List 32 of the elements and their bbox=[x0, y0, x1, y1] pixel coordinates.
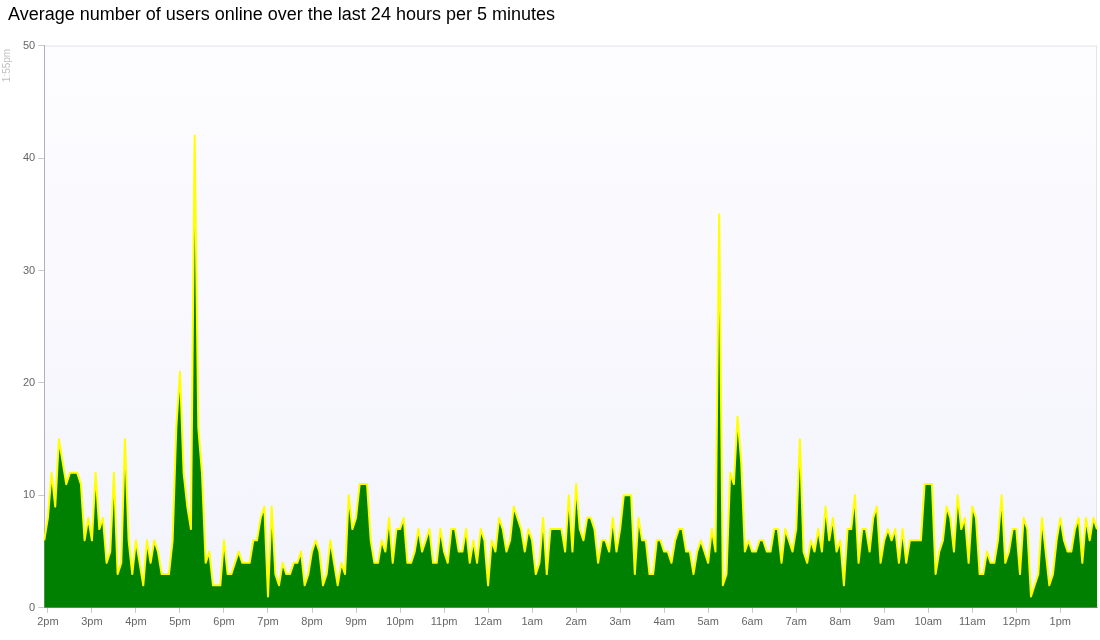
x-tick-label: 3am bbox=[609, 615, 631, 628]
text: 1:55pm bbox=[1, 48, 13, 83]
y-tick-label: 0 bbox=[29, 600, 36, 613]
x-tick-label: 3pm bbox=[81, 615, 103, 628]
x-tick-label: 7am bbox=[785, 615, 807, 628]
x-tick-label: 10pm bbox=[386, 615, 414, 628]
x-tick-label: 4am bbox=[653, 615, 675, 628]
x-tick-label: 8pm bbox=[301, 615, 323, 628]
x-tick-label: 5pm bbox=[169, 615, 191, 628]
x-tick-label: 12am bbox=[474, 615, 502, 628]
x-tick-label: 2pm bbox=[37, 615, 59, 628]
x-tick-label: 5am bbox=[697, 615, 719, 628]
x-tick-label: 9am bbox=[873, 615, 895, 628]
x-tick-label: 10am bbox=[914, 615, 943, 628]
x-tick-label: 6pm bbox=[213, 615, 235, 628]
x-tick-label: 1pm bbox=[1049, 615, 1072, 628]
x-tick-label: 1am bbox=[521, 615, 543, 628]
y-tick-label: 30 bbox=[22, 263, 36, 276]
x-tick-label: 9pm bbox=[345, 615, 367, 628]
x-tick-label: 2am bbox=[565, 615, 587, 628]
x-tick-label: 11pm bbox=[430, 615, 458, 628]
x-tick-label: 7pm bbox=[257, 615, 279, 628]
chart-title: Average number of users online over the last 24 hours per 5 minutes bbox=[8, 4, 555, 25]
y-tick-label: 10 bbox=[22, 488, 36, 501]
x-tick-label: 12pm bbox=[1002, 615, 1031, 628]
y-tick-label: 50 bbox=[22, 38, 36, 51]
y-tick-label: 20 bbox=[22, 375, 36, 388]
x-tick-label: 6am bbox=[741, 615, 763, 628]
x-tick-label: 11am bbox=[958, 615, 986, 628]
x-tick-label: 4pm bbox=[125, 615, 147, 628]
y-tick-label: 40 bbox=[22, 151, 36, 164]
x-tick-label: 8am bbox=[829, 615, 851, 628]
